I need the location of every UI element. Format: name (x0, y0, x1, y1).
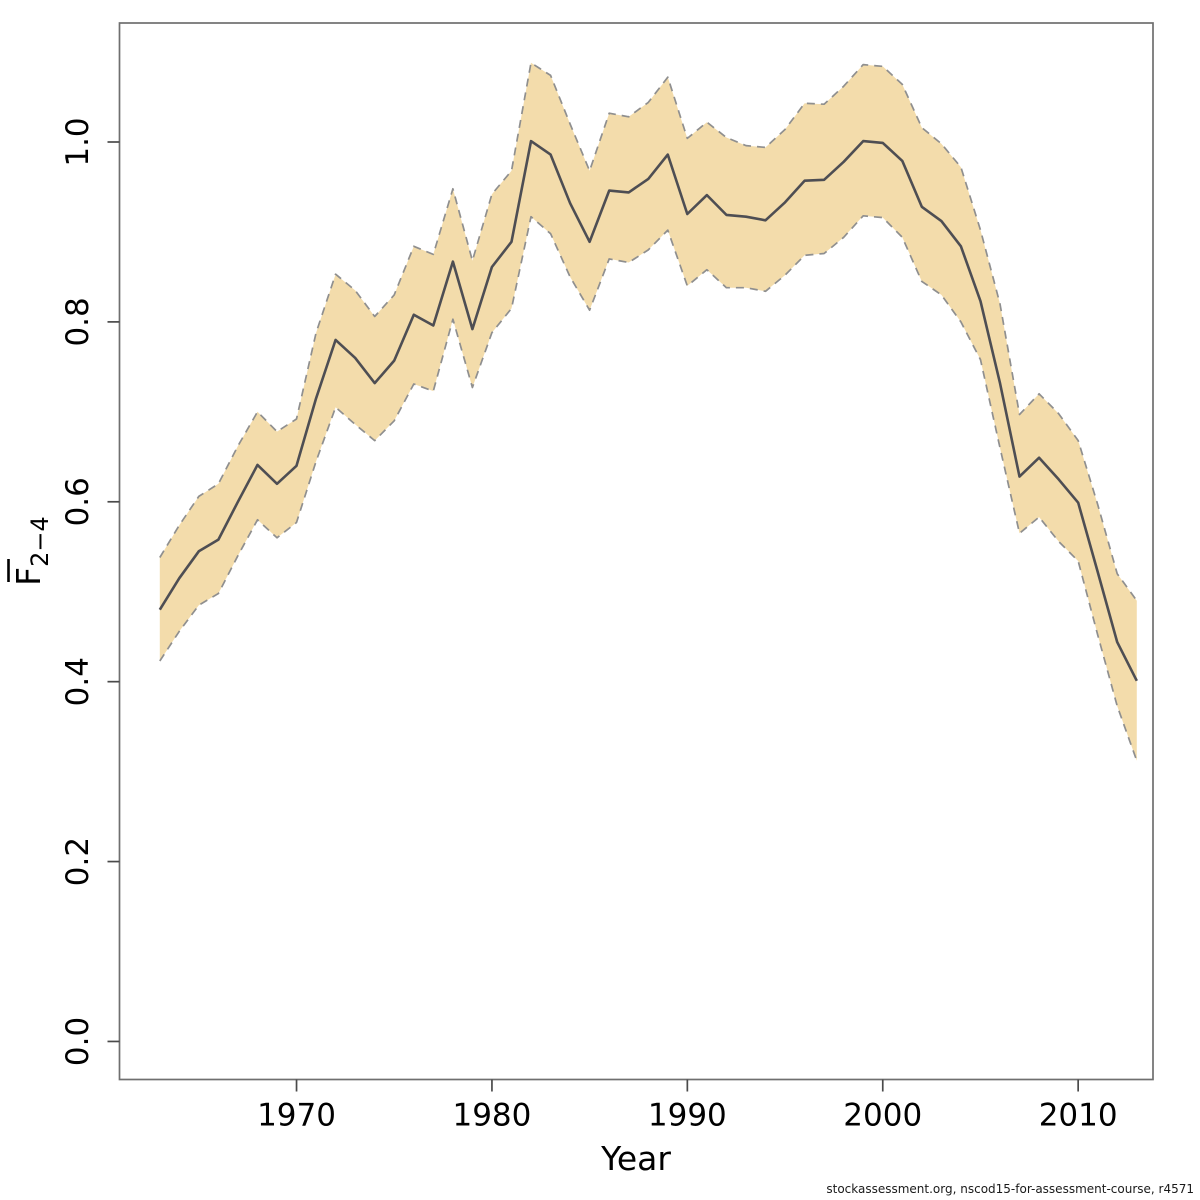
confidence-band-lower-border (159, 214, 1138, 762)
x-tick-label: 2010 (1039, 1098, 1118, 1134)
y-tick-label: 0.0 (60, 1017, 96, 1066)
plot-border-box (118, 22, 1154, 1081)
y-tick-label: 0.2 (60, 837, 96, 886)
x-tick-label: 1990 (648, 1098, 727, 1134)
x-tick-label: 1980 (452, 1098, 531, 1134)
y-tick-label: 0.6 (60, 477, 96, 526)
y-tick-label: 0.8 (60, 297, 96, 346)
y-axis-ticks (107, 141, 120, 1043)
y-tick-label: 0.4 (60, 657, 96, 706)
confidence-band (159, 62, 1137, 761)
credit-text: stockassessment.org, nscod15-for-assessm… (826, 1182, 1194, 1196)
y-axis-title-text: F2−4 (9, 516, 54, 586)
y-tick-label: 1.0 (60, 117, 96, 166)
y-axis-title-subscript: 2−4 (26, 516, 54, 567)
x-tick-label: 1970 (257, 1098, 336, 1134)
x-axis-tick-labels: 1970 1980 1990 2000 2010 (257, 1098, 1118, 1134)
confidence-band-upper-border (159, 61, 1138, 602)
y-axis-title-symbol: F (9, 567, 48, 586)
mean-line (158, 139, 1138, 682)
x-tick-label: 2000 (843, 1098, 922, 1134)
y-axis-title: F2−4 (7, 516, 54, 586)
y-axis-tick-labels: 0.0 0.2 0.4 0.6 0.8 1.0 (60, 117, 96, 1066)
x-axis-ticks (295, 1079, 1080, 1092)
x-axis-title: Year (600, 1139, 671, 1178)
